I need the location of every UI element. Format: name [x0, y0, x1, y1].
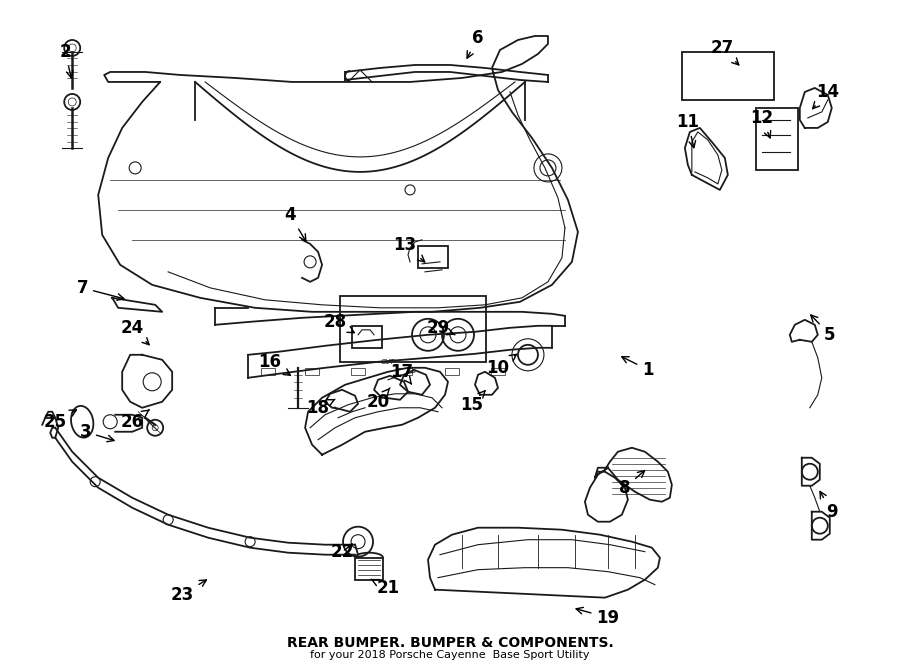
Text: 18: 18: [307, 399, 335, 417]
Bar: [418, 246, 448, 268]
Text: 10: 10: [487, 354, 517, 377]
Text: 14: 14: [813, 83, 840, 108]
Text: 12: 12: [751, 109, 773, 138]
Text: 15: 15: [461, 391, 485, 414]
Circle shape: [90, 477, 100, 486]
Text: 26: 26: [121, 410, 149, 431]
Bar: [756, 108, 797, 170]
Text: REAR BUMPER. BUMPER & COMPONENTS.: REAR BUMPER. BUMPER & COMPONENTS.: [286, 636, 614, 650]
Text: 28: 28: [323, 313, 355, 332]
Text: 3: 3: [79, 423, 114, 442]
Bar: [261, 368, 275, 375]
Text: 6: 6: [467, 29, 483, 58]
Text: 9: 9: [820, 492, 838, 521]
Text: 25: 25: [44, 410, 76, 431]
Text: 13: 13: [393, 236, 425, 262]
Bar: [491, 368, 505, 375]
Text: 11: 11: [677, 113, 699, 147]
Text: 22: 22: [330, 543, 354, 561]
Bar: [682, 52, 774, 100]
Text: for your 2018 Porsche Cayenne  Base Sport Utility: for your 2018 Porsche Cayenne Base Sport…: [310, 650, 590, 660]
Text: 24: 24: [121, 319, 149, 345]
Text: CUT: CUT: [381, 359, 395, 365]
Bar: [445, 368, 459, 375]
Text: 19: 19: [576, 607, 619, 627]
Text: 21: 21: [371, 578, 400, 597]
Text: 8: 8: [619, 471, 644, 496]
Bar: [352, 326, 382, 348]
Text: 20: 20: [366, 388, 390, 410]
Text: 29: 29: [427, 319, 455, 337]
Text: 16: 16: [258, 353, 291, 375]
Text: 2: 2: [59, 43, 73, 78]
Text: 4: 4: [284, 206, 306, 241]
Text: 5: 5: [811, 315, 835, 344]
Text: 27: 27: [710, 39, 739, 65]
Text: 7: 7: [76, 279, 124, 300]
Bar: [351, 368, 365, 375]
Bar: [356, 558, 383, 580]
Circle shape: [245, 537, 255, 547]
Circle shape: [163, 515, 173, 525]
Bar: [398, 368, 412, 375]
Text: 23: 23: [170, 580, 206, 603]
Text: 17: 17: [391, 363, 414, 384]
Text: 1: 1: [622, 357, 653, 379]
Bar: [305, 368, 320, 375]
